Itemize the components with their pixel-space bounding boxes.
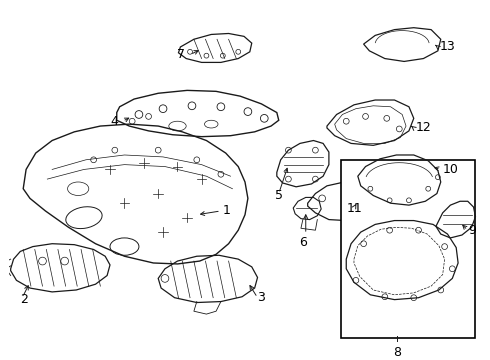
Text: 9: 9: [468, 224, 476, 237]
Bar: [342, 160, 474, 338]
Text: 11: 11: [346, 202, 362, 215]
Text: 8: 8: [393, 346, 401, 359]
Text: 3: 3: [258, 291, 266, 304]
Text: 1: 1: [223, 204, 231, 217]
Text: 13: 13: [440, 40, 456, 54]
Text: 6: 6: [299, 236, 307, 249]
Text: 12: 12: [416, 121, 431, 135]
Text: 5: 5: [275, 189, 283, 202]
Text: 7: 7: [177, 48, 186, 61]
Text: 10: 10: [442, 163, 459, 176]
Text: 4: 4: [110, 115, 118, 128]
Text: 2: 2: [20, 293, 28, 306]
